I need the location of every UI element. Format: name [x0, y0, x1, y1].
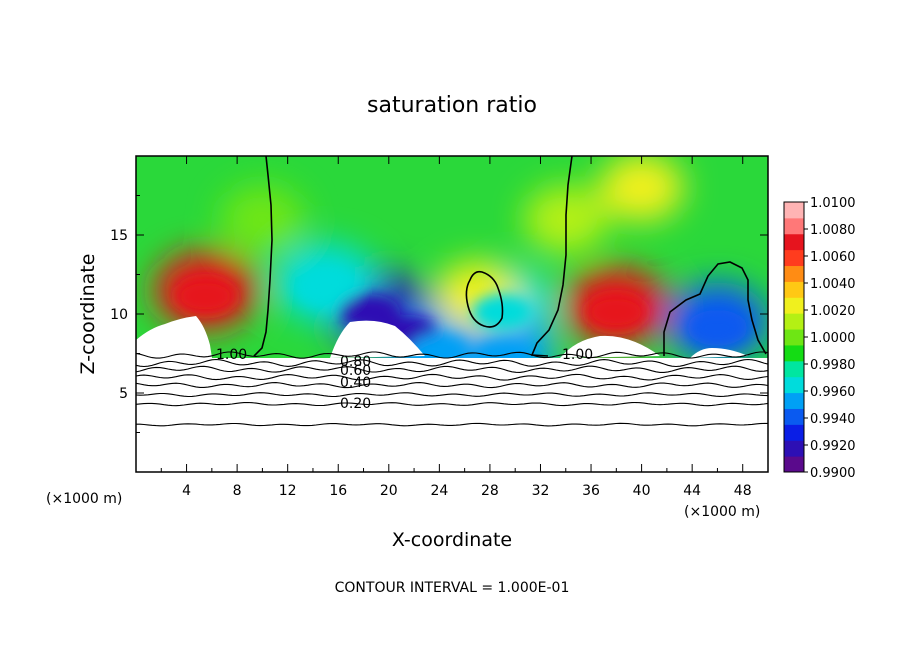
- cloud-free-patch: [560, 335, 660, 358]
- x-tick-label: 24: [430, 483, 448, 499]
- x-tick-label: 48: [734, 483, 752, 499]
- contour-line: [136, 401, 768, 407]
- field-core: [295, 270, 356, 307]
- x-tick-label: 8: [233, 483, 242, 499]
- colorbar-swatch: [784, 456, 804, 473]
- x-tick-label: 44: [683, 483, 701, 499]
- contour-line: [136, 382, 768, 389]
- contour-label-group: 1.00 1.00 0.80 0.60 0.40 0.20: [216, 347, 593, 412]
- x-tick-label: 40: [633, 483, 651, 499]
- x-tick-label: 4: [182, 483, 191, 499]
- colorbar-tick-label: 0.9940: [810, 412, 856, 427]
- y-tick-label: 15: [110, 228, 128, 244]
- field-core: [586, 294, 647, 331]
- colorbar-swatch: [784, 376, 804, 394]
- plot-area: 1.00 1.00 0.80 0.60 0.40 0.20: [136, 156, 768, 472]
- colorbar-swatch: [784, 313, 804, 330]
- y-tick-label: 10: [110, 307, 128, 323]
- contour-line: [136, 373, 768, 381]
- x-tick-label: 20: [380, 483, 398, 499]
- contour-interval-label: CONTOUR INTERVAL = 1.000E-01: [335, 580, 570, 596]
- contour-line: [136, 365, 768, 373]
- colorbar-swatch: [784, 440, 804, 457]
- colorbar-tick-label: 0.9980: [810, 358, 856, 373]
- saturation-contours: [253, 156, 767, 357]
- x-axis-title: X-coordinate: [392, 529, 512, 551]
- colorbar-swatch: [784, 249, 804, 267]
- colorbar-tick-label: 0.9920: [810, 439, 856, 454]
- colorbar-tick-label: 1.0000: [810, 331, 856, 346]
- x-tick-label: 16: [329, 483, 347, 499]
- colorbar-swatch: [784, 360, 804, 378]
- colorbar-swatch: [784, 344, 804, 362]
- x-tick-label: 32: [532, 483, 550, 499]
- contour-label: 0.60: [340, 363, 371, 379]
- contour-line: [136, 358, 768, 368]
- field-core: [687, 309, 748, 346]
- colorbar-swatch: [784, 281, 804, 298]
- x-tick-label: 36: [582, 483, 600, 499]
- contour-1.00-left: [253, 156, 273, 357]
- contour-1.00-bubble: [465, 270, 504, 328]
- colorbar-tick-label: 1.0060: [810, 250, 856, 265]
- colorbar-swatch: [784, 424, 804, 441]
- field-core: [175, 278, 236, 315]
- contour-label: 0.80: [340, 354, 371, 370]
- x-tick-label: 28: [481, 483, 499, 499]
- colorbar-swatch: [784, 233, 804, 251]
- contour-label: 1.00: [216, 347, 247, 363]
- x-tick-label: 12: [279, 483, 297, 499]
- x-unit-label-right: (×1000 m): [684, 504, 760, 520]
- contour-label: 1.00: [562, 347, 593, 363]
- chart-title: saturation ratio: [367, 93, 537, 118]
- contour-line: [136, 422, 768, 427]
- cloud-free-patch: [330, 320, 425, 358]
- colorbar: 1.0100 1.0080 1.0060 1.0040 1.0020 1.0000 0.99…: [783, 196, 856, 481]
- colorbar-swatch: [784, 392, 804, 409]
- colorbar-tick-label: 1.0020: [810, 304, 856, 319]
- colorbar-tick-label: 1.0080: [810, 223, 856, 238]
- colorbar-swatch: [784, 265, 804, 282]
- y-axis-title: Z-coordinate: [77, 254, 99, 375]
- colorbar-swatch: [784, 202, 804, 219]
- colorbar-swatch: [784, 217, 804, 235]
- colorbar-swatch: [784, 329, 804, 346]
- contour-1.00-right: [663, 261, 767, 356]
- contour-line: [136, 392, 768, 398]
- field-anomaly: [599, 156, 684, 222]
- colorbar-swatch: [784, 408, 804, 425]
- contour-label: 0.40: [340, 375, 371, 391]
- colorbar-tick-label: 0.9960: [810, 385, 856, 400]
- colorbar-tick-label: 1.0040: [810, 277, 856, 292]
- contour-label: 0.20: [340, 396, 371, 412]
- contour-lines: [136, 351, 768, 427]
- colorbar-tick-label: 0.9900: [810, 466, 856, 481]
- x-axis: 4 8 12 16 20 24 28 32 36 40 44 48: [160, 156, 752, 499]
- colorbar-swatch: [784, 297, 804, 314]
- y-tick-label: 5: [119, 386, 128, 402]
- contour-line: [136, 351, 768, 359]
- x-unit-label-left: (×1000 m): [46, 491, 122, 507]
- contour-1.00-mid: [530, 156, 573, 357]
- field-anomaly: [220, 185, 305, 254]
- colorbar-tick-label: 1.0100: [810, 196, 856, 211]
- y-axis: 5 10 15: [110, 195, 768, 433]
